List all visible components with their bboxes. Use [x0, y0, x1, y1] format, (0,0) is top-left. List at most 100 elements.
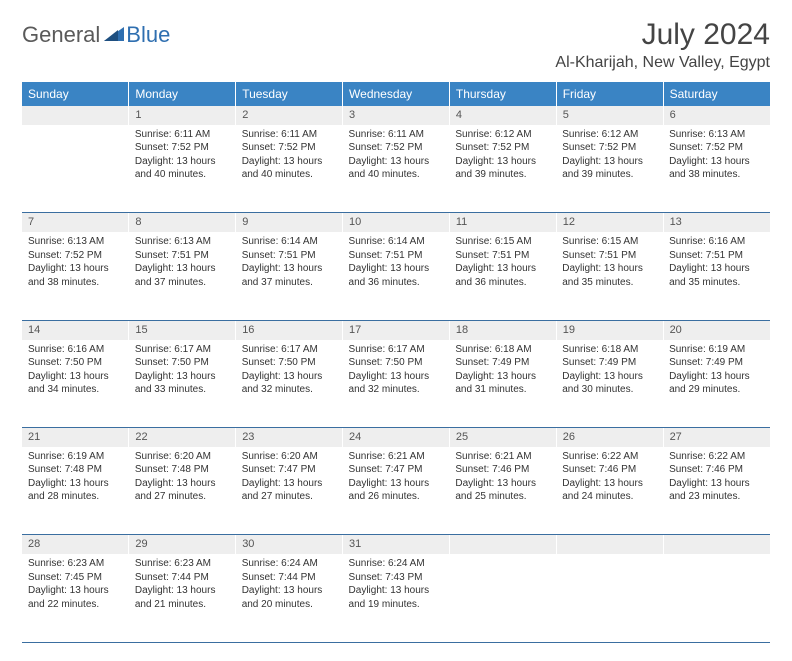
- sunrise-text: Sunrise: 6:16 AM: [669, 235, 764, 249]
- day-number: 10: [343, 213, 450, 232]
- sunset-text: Sunset: 7:43 PM: [349, 571, 444, 585]
- day-cell-body: Sunrise: 6:19 AMSunset: 7:49 PMDaylight:…: [663, 340, 770, 403]
- week-row: Sunrise: 6:13 AMSunset: 7:52 PMDaylight:…: [22, 232, 770, 320]
- day-cell: Sunrise: 6:21 AMSunset: 7:46 PMDaylight:…: [449, 447, 556, 535]
- day-number: 24: [343, 428, 450, 447]
- day-cell: Sunrise: 6:19 AMSunset: 7:49 PMDaylight:…: [663, 340, 770, 428]
- day2-text: and 32 minutes.: [242, 383, 337, 397]
- day-number: 8: [129, 213, 236, 232]
- sunrise-text: Sunrise: 6:11 AM: [242, 128, 337, 142]
- day-cell-body: Sunrise: 6:12 AMSunset: 7:52 PMDaylight:…: [556, 125, 663, 188]
- sunset-text: Sunset: 7:46 PM: [455, 463, 550, 477]
- day1-text: Daylight: 13 hours: [135, 477, 230, 491]
- sunrise-text: Sunrise: 6:20 AM: [242, 450, 337, 464]
- day-cell: Sunrise: 6:18 AMSunset: 7:49 PMDaylight:…: [556, 340, 663, 428]
- day-cell-body: Sunrise: 6:16 AMSunset: 7:50 PMDaylight:…: [22, 340, 129, 403]
- sunrise-text: Sunrise: 6:23 AM: [135, 557, 230, 571]
- day-cell-body: Sunrise: 6:15 AMSunset: 7:51 PMDaylight:…: [449, 232, 556, 295]
- day1-text: Daylight: 13 hours: [669, 477, 764, 491]
- day-cell-body: Sunrise: 6:24 AMSunset: 7:43 PMDaylight:…: [343, 554, 450, 617]
- day-cell-body: Sunrise: 6:11 AMSunset: 7:52 PMDaylight:…: [236, 125, 343, 188]
- day2-text: and 19 minutes.: [349, 598, 444, 612]
- sunrise-text: Sunrise: 6:12 AM: [455, 128, 550, 142]
- sunset-text: Sunset: 7:45 PM: [28, 571, 123, 585]
- day-cell: Sunrise: 6:21 AMSunset: 7:47 PMDaylight:…: [343, 447, 450, 535]
- day-cell: [22, 125, 129, 213]
- day-cell: Sunrise: 6:13 AMSunset: 7:52 PMDaylight:…: [22, 232, 129, 320]
- day1-text: Daylight: 13 hours: [455, 370, 550, 384]
- day1-text: Daylight: 13 hours: [669, 155, 764, 169]
- day1-text: Daylight: 13 hours: [349, 370, 444, 384]
- day-cell: Sunrise: 6:15 AMSunset: 7:51 PMDaylight:…: [556, 232, 663, 320]
- calendar-body: 123456Sunrise: 6:11 AMSunset: 7:52 PMDay…: [22, 106, 770, 642]
- day-cell-body: Sunrise: 6:19 AMSunset: 7:48 PMDaylight:…: [22, 447, 129, 510]
- sunset-text: Sunset: 7:51 PM: [135, 249, 230, 263]
- day2-text: and 20 minutes.: [242, 598, 337, 612]
- day-cell-body: Sunrise: 6:22 AMSunset: 7:46 PMDaylight:…: [556, 447, 663, 510]
- sunset-text: Sunset: 7:48 PM: [135, 463, 230, 477]
- sunset-text: Sunset: 7:52 PM: [28, 249, 123, 263]
- day-cell-body: Sunrise: 6:21 AMSunset: 7:46 PMDaylight:…: [449, 447, 556, 510]
- sunset-text: Sunset: 7:50 PM: [242, 356, 337, 370]
- day-number: 12: [556, 213, 663, 232]
- sunset-text: Sunset: 7:44 PM: [242, 571, 337, 585]
- day1-text: Daylight: 13 hours: [242, 262, 337, 276]
- day-cell-body: Sunrise: 6:16 AMSunset: 7:51 PMDaylight:…: [663, 232, 770, 295]
- day2-text: and 38 minutes.: [669, 168, 764, 182]
- day-number: 17: [343, 320, 450, 339]
- day-header: Tuesday: [236, 82, 343, 106]
- day-number: 5: [556, 106, 663, 125]
- day-cell: [556, 554, 663, 642]
- day-number: 2: [236, 106, 343, 125]
- day1-text: Daylight: 13 hours: [135, 370, 230, 384]
- sunrise-text: Sunrise: 6:17 AM: [242, 343, 337, 357]
- header: General Blue July 2024 Al-Kharijah, New …: [22, 18, 770, 72]
- day2-text: and 38 minutes.: [28, 276, 123, 290]
- sunset-text: Sunset: 7:51 PM: [455, 249, 550, 263]
- day2-text: and 35 minutes.: [669, 276, 764, 290]
- day2-text: and 30 minutes.: [562, 383, 657, 397]
- day-cell-body: Sunrise: 6:12 AMSunset: 7:52 PMDaylight:…: [449, 125, 556, 188]
- day-cell: Sunrise: 6:24 AMSunset: 7:44 PMDaylight:…: [236, 554, 343, 642]
- day-header-row: Sunday Monday Tuesday Wednesday Thursday…: [22, 82, 770, 106]
- day-cell: Sunrise: 6:22 AMSunset: 7:46 PMDaylight:…: [663, 447, 770, 535]
- day2-text: and 25 minutes.: [455, 490, 550, 504]
- sunset-text: Sunset: 7:52 PM: [455, 141, 550, 155]
- day-number: 28: [22, 535, 129, 554]
- week-row: Sunrise: 6:19 AMSunset: 7:48 PMDaylight:…: [22, 447, 770, 535]
- day2-text: and 28 minutes.: [28, 490, 123, 504]
- day-cell-body: Sunrise: 6:22 AMSunset: 7:46 PMDaylight:…: [663, 447, 770, 510]
- sunset-text: Sunset: 7:51 PM: [562, 249, 657, 263]
- day1-text: Daylight: 13 hours: [135, 155, 230, 169]
- day-number: 21: [22, 428, 129, 447]
- day-header: Friday: [556, 82, 663, 106]
- month-title: July 2024: [555, 18, 770, 52]
- day1-text: Daylight: 13 hours: [28, 477, 123, 491]
- day1-text: Daylight: 13 hours: [349, 584, 444, 598]
- day1-text: Daylight: 13 hours: [562, 155, 657, 169]
- day2-text: and 34 minutes.: [28, 383, 123, 397]
- sunset-text: Sunset: 7:49 PM: [669, 356, 764, 370]
- sunset-text: Sunset: 7:52 PM: [135, 141, 230, 155]
- day1-text: Daylight: 13 hours: [455, 262, 550, 276]
- sunrise-text: Sunrise: 6:22 AM: [669, 450, 764, 464]
- day-cell: Sunrise: 6:14 AMSunset: 7:51 PMDaylight:…: [236, 232, 343, 320]
- day-cell: Sunrise: 6:12 AMSunset: 7:52 PMDaylight:…: [449, 125, 556, 213]
- day-cell-body: Sunrise: 6:13 AMSunset: 7:52 PMDaylight:…: [22, 232, 129, 295]
- sunrise-text: Sunrise: 6:17 AM: [135, 343, 230, 357]
- day-cell-body: Sunrise: 6:14 AMSunset: 7:51 PMDaylight:…: [236, 232, 343, 295]
- day-number-row: 28293031: [22, 535, 770, 554]
- day-cell: Sunrise: 6:22 AMSunset: 7:46 PMDaylight:…: [556, 447, 663, 535]
- day-cell: Sunrise: 6:15 AMSunset: 7:51 PMDaylight:…: [449, 232, 556, 320]
- day-cell: Sunrise: 6:11 AMSunset: 7:52 PMDaylight:…: [236, 125, 343, 213]
- day-cell: Sunrise: 6:16 AMSunset: 7:51 PMDaylight:…: [663, 232, 770, 320]
- day-number: 26: [556, 428, 663, 447]
- day-number: 22: [129, 428, 236, 447]
- sunset-text: Sunset: 7:46 PM: [562, 463, 657, 477]
- title-block: July 2024 Al-Kharijah, New Valley, Egypt: [555, 18, 770, 72]
- day-cell: [449, 554, 556, 642]
- day-cell: Sunrise: 6:18 AMSunset: 7:49 PMDaylight:…: [449, 340, 556, 428]
- day-number: 30: [236, 535, 343, 554]
- day-number: [22, 106, 129, 125]
- day-cell-body: Sunrise: 6:13 AMSunset: 7:52 PMDaylight:…: [663, 125, 770, 188]
